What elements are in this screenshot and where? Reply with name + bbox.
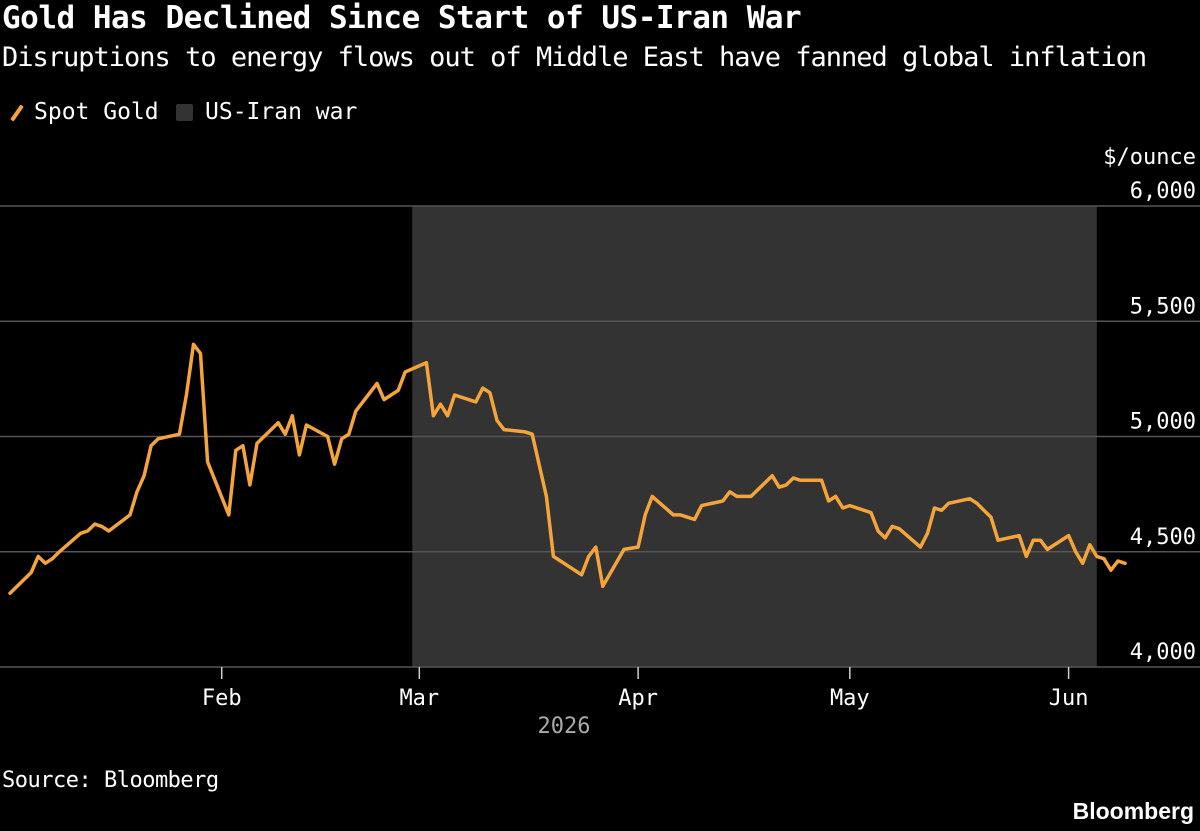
y-tick-label: 4,000 [1130,640,1196,665]
y-tick-label: 6,000 [1130,179,1196,204]
x-tick-label: Feb [202,686,242,711]
bloomberg-logo: Bloomberg [1072,798,1194,824]
chart-title: Gold Has Declined Since Start of US-Iran… [2,0,802,36]
x-tick-label: Apr [618,686,658,711]
legend-item-spot-gold: Spot Gold [6,99,159,125]
gold-price-chart: 6,000 5,500 5,000 4,500 4,000 $/ounce Feb Mar Ap… [0,145,1200,739]
label-layer: 6,000 5,500 5,000 4,500 4,000 $/ounce Feb Mar Ap… [202,145,1196,739]
y-tick-label: 4,500 [1130,525,1196,550]
legend-item-us-iran-war: US-Iran war [176,99,357,125]
grid-layer [0,205,1200,679]
y-axis-unit-label: $/ounce [1103,145,1196,170]
y-tick-label: 5,500 [1130,294,1196,319]
x-tick-label: Jun [1049,686,1089,711]
legend-label-us-iran-war: US-Iran war [205,99,358,125]
y-tick-label: 5,000 [1130,410,1196,435]
legend-label-spot-gold: Spot Gold [34,99,159,125]
x-tick-label: Mar [399,686,439,711]
chart-subtitle: Disruptions to energy flows out of Middl… [2,42,1147,73]
line-layer [8,342,1127,595]
series-line-spot-gold [8,342,1127,595]
x-axis-year-label: 2026 [538,714,591,739]
x-tick-label: May [830,686,870,711]
source-note: Source: Bloomberg [2,768,219,793]
legend-box-swatch-icon [176,103,193,121]
